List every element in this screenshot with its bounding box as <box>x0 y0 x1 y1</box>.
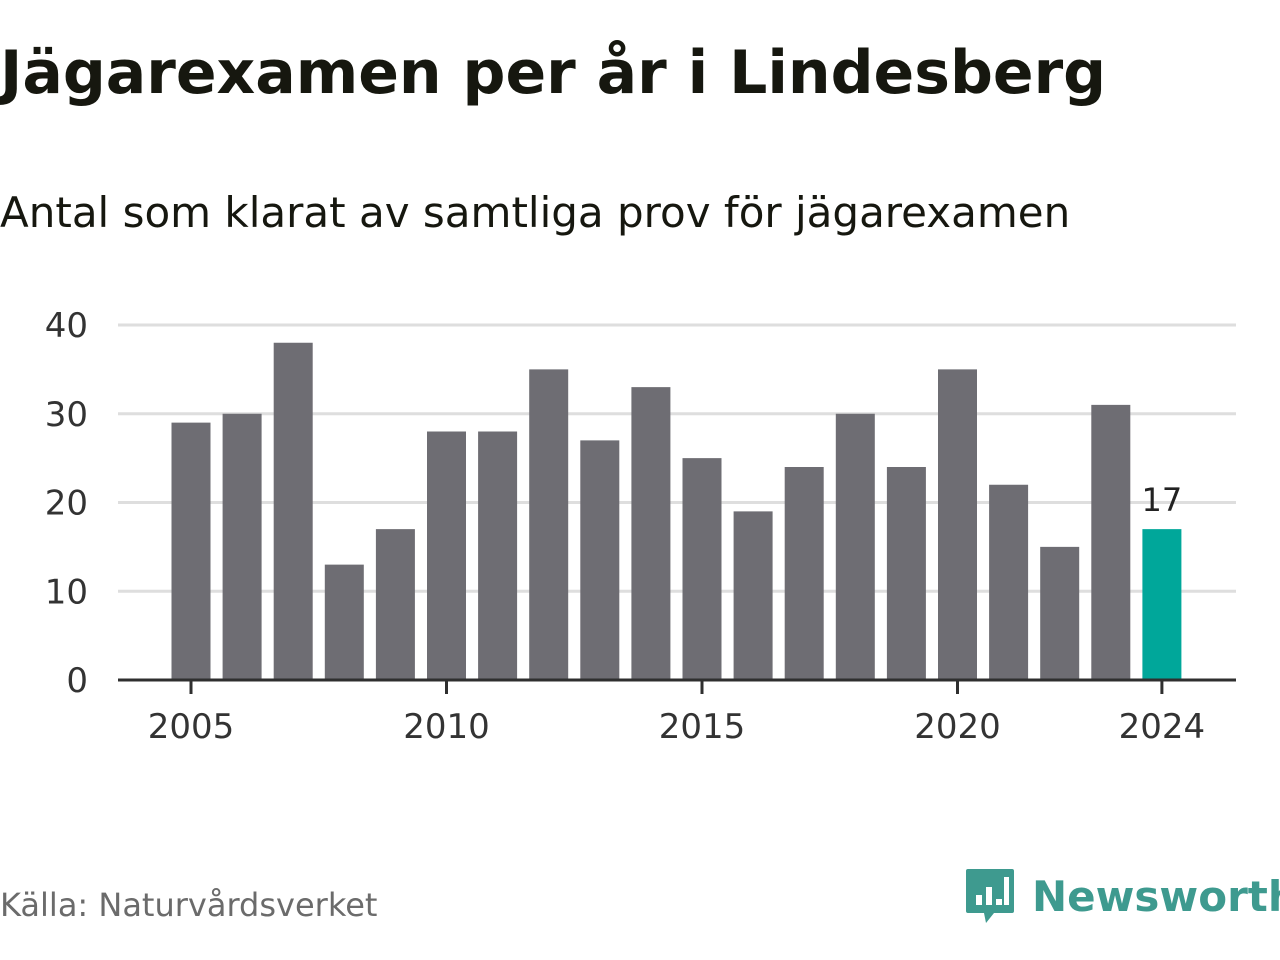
chart-title: Jägarexamen per år i Lindesberg <box>0 38 1107 108</box>
x-tick-label: 2020 <box>914 707 1001 747</box>
bar-2012 <box>529 369 569 680</box>
bar-2011 <box>478 431 518 680</box>
x-tick-label: 2010 <box>403 707 490 747</box>
bar-2015 <box>682 458 722 680</box>
data-labels: 17 <box>1142 481 1183 519</box>
x-tick-label: 2015 <box>659 707 746 747</box>
bars <box>171 342 1182 680</box>
bar-2016 <box>733 511 773 680</box>
bar-2014 <box>631 387 671 680</box>
bar-2023 <box>1091 404 1131 680</box>
y-tick-label: 10 <box>45 572 88 612</box>
newsworthy-logo-icon <box>966 869 1014 923</box>
x-tick-labels: 2005 2010 2015 2020 2024 <box>148 707 1205 747</box>
y-tick-label: 20 <box>45 484 88 524</box>
bar-2010 <box>427 431 466 680</box>
bar-2013 <box>580 440 620 680</box>
x-tick-label: 2005 <box>148 707 235 747</box>
y-tick-labels: 0 10 20 30 40 <box>45 306 88 701</box>
bar-2007 <box>273 342 313 680</box>
y-tick-label: 0 <box>66 661 88 701</box>
bar-2008 <box>324 564 364 680</box>
bar-2020 <box>938 369 977 680</box>
y-tick-label: 40 <box>45 306 88 346</box>
source-note: Källa: Naturvårdsverket <box>0 886 378 924</box>
brand-logo: Newsworthy <box>964 864 1280 928</box>
bar-2006 <box>222 413 262 680</box>
bar-2005 <box>171 422 211 680</box>
x-tick-label: 2024 <box>1119 707 1206 747</box>
bar-2022 <box>1040 546 1080 680</box>
bar-2009 <box>375 529 415 680</box>
bar-2021 <box>989 484 1029 680</box>
bar-2017 <box>784 467 824 680</box>
bar-2019 <box>886 467 926 680</box>
x-axis <box>118 678 1236 694</box>
bar-2018 <box>835 413 875 680</box>
data-label: 17 <box>1142 481 1183 519</box>
brand-name: Newsworthy <box>1032 871 1280 921</box>
y-tick-label: 30 <box>45 395 88 435</box>
chart-subtitle: Antal som klarat av samtliga prov för jä… <box>0 188 1071 237</box>
bar-2024 <box>1142 529 1182 680</box>
